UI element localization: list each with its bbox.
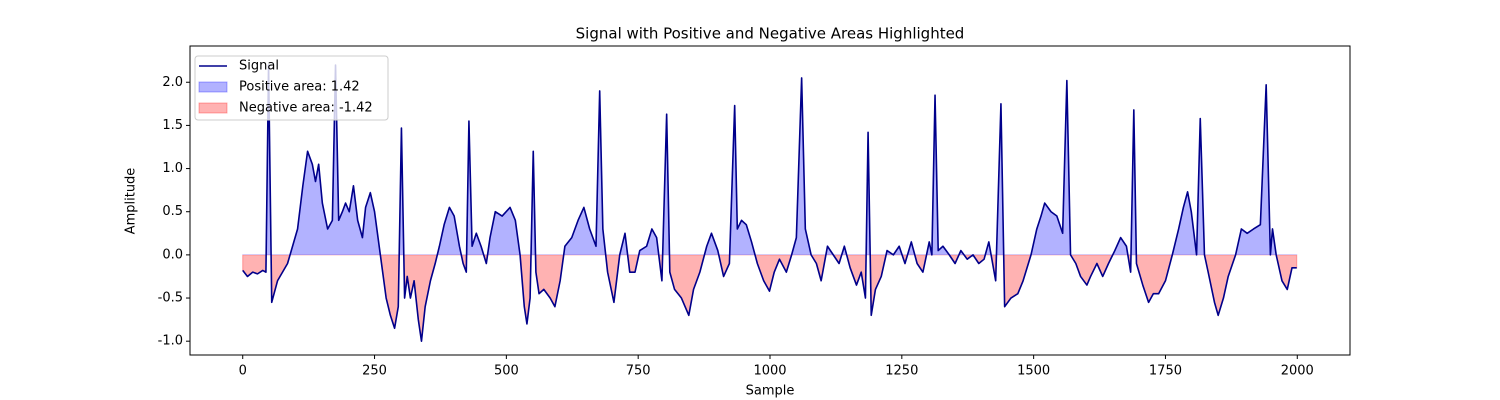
legend-patch: [198, 81, 228, 93]
y-tick-label: 1.0: [162, 161, 183, 176]
legend-label: Negative area: -1.42: [239, 101, 373, 116]
x-tick-label: 250: [362, 364, 387, 379]
legend-box: [194, 55, 389, 121]
y-tick-label: 1.5: [162, 118, 183, 133]
legend-label: Positive area: 1.42: [239, 80, 360, 95]
y-tick-label: -0.5: [158, 291, 183, 306]
x-tick-label: 0: [239, 364, 247, 379]
signal-line: [242, 64, 1297, 342]
legend-label: Signal: [239, 59, 279, 74]
x-axis-label: Sample: [746, 384, 795, 399]
x-tick-label: 1500: [1017, 364, 1050, 379]
y-axis-label: Amplitude: [124, 168, 139, 235]
negative-area: [242, 254, 1298, 342]
legend-patch: [198, 102, 228, 114]
y-tick-label: -1.0: [158, 334, 183, 349]
y-tick-label: 2.0: [162, 75, 183, 90]
x-tick-label: 750: [626, 364, 651, 379]
chart-title: Signal with Positive and Negative Areas …: [576, 25, 965, 43]
x-tick-label: 1000: [753, 364, 786, 379]
y-tick-label: 0.0: [162, 247, 183, 262]
x-tick-label: 1250: [885, 364, 918, 379]
x-tick-label: 1750: [1149, 364, 1182, 379]
y-tick-label: 0.5: [162, 204, 183, 219]
legend: Signal Positive area: 1.42 Negative area: …: [194, 55, 389, 121]
plot-frame: [189, 45, 1351, 356]
x-tick-label: 2000: [1281, 364, 1314, 379]
x-tick-label: 500: [494, 364, 519, 379]
